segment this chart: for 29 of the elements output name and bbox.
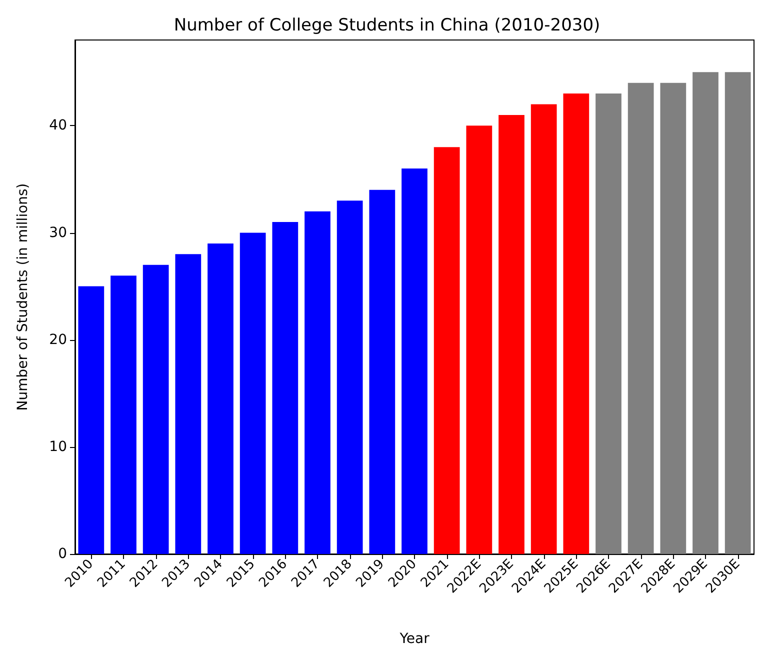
bar: [724, 72, 751, 554]
bar: [272, 222, 298, 554]
bar: [498, 114, 524, 554]
bar: [530, 104, 557, 554]
bar: [304, 211, 330, 554]
bar: [660, 82, 686, 554]
bar: [78, 286, 104, 554]
x-axis-title: Year: [398, 631, 430, 647]
bar: [240, 232, 266, 554]
y-tick-label: 40: [49, 118, 67, 134]
bar: [142, 264, 169, 554]
bar: [336, 200, 363, 554]
y-axis-title: Number of Students (in millions): [15, 183, 31, 411]
bar: [175, 254, 202, 554]
chart-title: Number of College Students in China (2010-2030): [174, 16, 600, 36]
bar: [466, 126, 492, 554]
bar: [692, 72, 718, 554]
bar: [563, 94, 590, 554]
y-tick-label: 10: [49, 438, 67, 455]
y-tick-label: 20: [49, 332, 67, 348]
bar: [110, 276, 136, 554]
bar: [596, 94, 622, 554]
y-tick-label: 30: [49, 224, 67, 241]
y-tick-label: 0: [58, 546, 67, 562]
bar: [628, 82, 654, 554]
bar: [402, 168, 428, 554]
bar: [208, 243, 234, 554]
bar: [369, 190, 396, 554]
bar: [434, 147, 460, 554]
